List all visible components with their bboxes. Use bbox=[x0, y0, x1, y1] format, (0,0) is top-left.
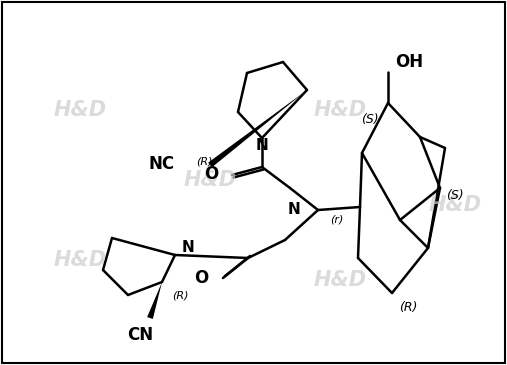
Text: OH: OH bbox=[395, 53, 423, 71]
Text: (S): (S) bbox=[446, 188, 464, 201]
Text: (S): (S) bbox=[361, 114, 379, 127]
Text: (r): (r) bbox=[330, 215, 343, 225]
Text: H&D: H&D bbox=[313, 270, 367, 290]
Text: N: N bbox=[256, 138, 268, 153]
Polygon shape bbox=[147, 282, 162, 319]
Text: (R): (R) bbox=[399, 301, 417, 315]
Text: NC: NC bbox=[149, 155, 175, 173]
Text: CN: CN bbox=[127, 326, 153, 344]
Text: H&D: H&D bbox=[428, 195, 482, 215]
Text: H&D: H&D bbox=[313, 100, 367, 120]
Text: O: O bbox=[204, 165, 218, 183]
Text: O: O bbox=[194, 269, 208, 287]
Text: H&D: H&D bbox=[53, 250, 106, 270]
Text: (R): (R) bbox=[172, 290, 189, 300]
Text: H&D: H&D bbox=[53, 100, 106, 120]
Text: (R): (R) bbox=[196, 157, 212, 167]
Text: N: N bbox=[182, 241, 195, 256]
Text: H&D: H&D bbox=[184, 170, 237, 190]
Text: N: N bbox=[287, 203, 300, 218]
Polygon shape bbox=[208, 90, 307, 168]
